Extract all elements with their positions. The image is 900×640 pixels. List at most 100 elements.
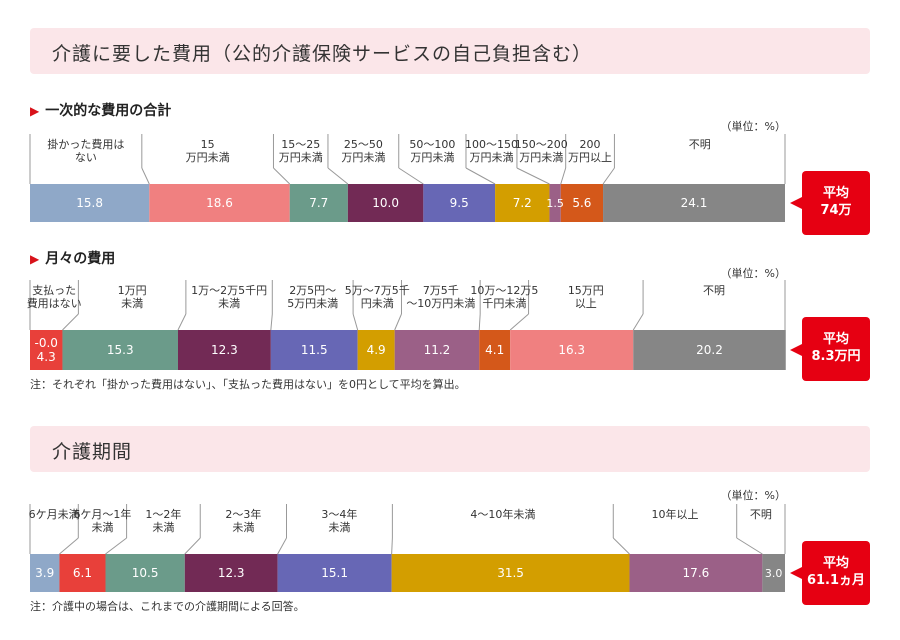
category-label: 10年以上: [651, 507, 698, 521]
bar-segment: [62, 330, 178, 370]
avg-value: 74万: [820, 203, 852, 218]
category-label: 2〜3年未満: [225, 507, 261, 534]
value-label: 11.2: [424, 343, 451, 357]
bar-segment: [59, 554, 106, 592]
leader-line: [273, 167, 291, 185]
value-label: 9.5: [450, 196, 469, 210]
unit-onetime: （単位：%）: [720, 120, 786, 133]
category-label: 5万〜7万5千円未満: [345, 284, 410, 310]
bar-segment: [549, 184, 561, 222]
value-label: 15.1: [321, 566, 348, 580]
value-label: 11.5: [301, 343, 328, 357]
leader-line: [391, 537, 393, 555]
category-label: 支払った費用はない: [27, 283, 82, 310]
bar-segment: [270, 330, 358, 370]
category-label: 50〜100 万円未満: [409, 138, 455, 164]
bar-segment: [394, 330, 480, 370]
value-label: 1.5: [546, 197, 564, 210]
category-label: 150〜200 万円未満: [515, 138, 568, 164]
leader-line: [141, 167, 150, 185]
avg-badge-period: 平均 61.1ヵ月: [802, 541, 870, 605]
subtitle-onetime: ▶ 一次的な費用の合計: [30, 100, 171, 120]
bar-segment: [510, 330, 634, 370]
value-label: 12.3: [218, 566, 245, 580]
bar-segment: [30, 184, 150, 222]
avg-arrow-monthly: [790, 344, 802, 356]
bar-segment: [277, 554, 392, 592]
category-label: 掛かった費用はない: [47, 137, 124, 164]
value-label: 31.5: [497, 566, 524, 580]
bar-segment: [149, 184, 290, 222]
value-label: 10.0: [372, 196, 399, 210]
value-label: 16.3: [558, 343, 585, 357]
bar-segment: [629, 554, 763, 592]
category-label: 25〜50 万円未満: [341, 138, 385, 164]
leader-line: [516, 167, 550, 185]
avg-badge-monthly: 平均 8.3万円: [802, 317, 870, 381]
bar-segment: [495, 184, 550, 222]
leader-line: [602, 167, 615, 185]
subtitle-onetime-text: 一次的な費用の合計: [45, 103, 172, 119]
bar-segment: [560, 184, 604, 222]
header-period: 介護期間: [30, 426, 870, 472]
chart-1: 支払った費用はない 1万円未満 1万〜2万5千円未満 2万5円〜 5万円未満 5万〜7万5…: [27, 280, 786, 370]
value-label: 12.3: [211, 343, 238, 357]
avg-label: 平均: [822, 332, 849, 347]
category-label: 不明: [750, 508, 772, 521]
avg-arrow-onetime: [790, 197, 802, 209]
leader-line: [59, 537, 79, 555]
category-label: 不明: [689, 138, 711, 151]
category-label: 不明: [703, 284, 725, 297]
category-label: 1万円未満: [118, 284, 147, 310]
value-label: 3.0: [765, 567, 783, 580]
triangle-icon: ▶: [30, 104, 40, 118]
unit-period: （単位：%）: [720, 489, 786, 502]
leader-line: [327, 167, 349, 185]
value-label: 20.2: [696, 343, 723, 357]
leader-line: [62, 313, 79, 331]
bar-segment: [633, 330, 786, 370]
avg-arrow-period: [790, 567, 802, 579]
value-label: 15.3: [107, 343, 134, 357]
leader-line: [184, 537, 201, 555]
leader-line: [612, 537, 630, 555]
leader-line: [177, 313, 187, 331]
category-label: 4〜10年未満: [470, 507, 535, 521]
bar-segment: [762, 554, 785, 592]
category-label: 10万〜12万5 千円未満: [470, 284, 538, 310]
unit-monthly: （単位：%）: [720, 267, 786, 280]
value-label: 17.6: [683, 566, 710, 580]
value-label: 15.8: [76, 196, 103, 210]
header-cost: 介護に要した費用（公的介護保険サービスの自己負担含む）: [30, 28, 870, 74]
value-label: 4.9: [367, 343, 386, 357]
category-label: 1〜2年未満: [145, 507, 181, 534]
subtitle-monthly-text: 月々の費用: [45, 251, 116, 267]
bar-segment: [347, 184, 424, 222]
leader-line: [736, 537, 763, 555]
bar-segment: [357, 330, 395, 370]
value-label: 7.7: [309, 196, 328, 210]
leader-line: [105, 537, 127, 555]
category-label: 1万〜2万5千円未満: [191, 284, 267, 310]
bar-segment: [391, 554, 630, 592]
value-label: 18.6: [206, 196, 233, 210]
category-label: 15 万円未満: [186, 138, 230, 164]
bar-segment: [177, 330, 271, 370]
leader-line: [509, 313, 529, 331]
note-monthly: 注：それぞれ「掛かった費用はない」、「支払った費用はない」を0円として平均を算出…: [30, 378, 466, 391]
value-label: 5.6: [572, 196, 591, 210]
value-label: 24.1: [681, 196, 708, 210]
category-label: 100〜150 万円未満: [465, 138, 518, 164]
note-period: 注：介護中の場合は、これまでの介護期間による回答。: [30, 600, 305, 613]
bar-segment: [423, 184, 496, 222]
bar-segment: [30, 554, 60, 592]
avg-badge-onetime: 平均 74万: [802, 171, 870, 235]
leader-line: [465, 167, 496, 185]
leader-line: [560, 167, 567, 185]
leader-line: [277, 537, 287, 555]
category-label: 2万5円〜 5万円未満: [287, 284, 338, 310]
value-label: 7.2: [513, 196, 532, 210]
leader-line: [352, 313, 359, 331]
page-title: 介護に要した費用（公的介護保険サービスの自己負担含む）: [52, 43, 593, 65]
